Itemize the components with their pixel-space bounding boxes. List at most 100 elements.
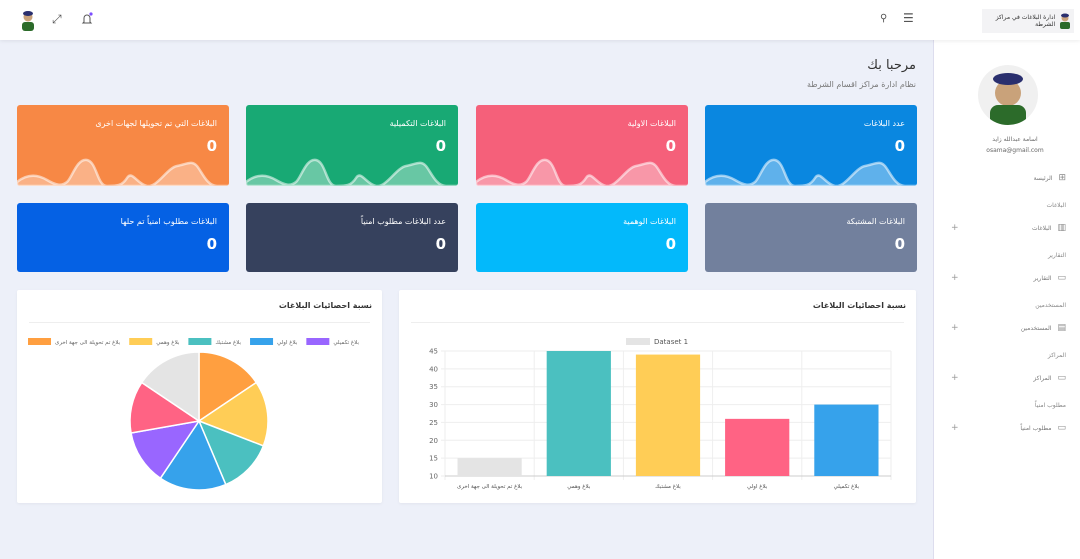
x-tick-label: بلاغ اولي	[747, 484, 768, 490]
stat-card[interactable]: البلاغات المشتبكة 0	[705, 203, 917, 272]
sidebar-item[interactable]: ▭ التقارير +	[951, 273, 1066, 283]
expand-icon[interactable]: +	[951, 223, 959, 233]
sidebar-item-label: مطلوب امنياً	[1020, 424, 1052, 432]
bell-icon[interactable]	[81, 12, 93, 29]
brand[interactable]: ادارة البلاغات في مراكز الشرطة	[982, 9, 1074, 33]
sidebar-item[interactable]: ▭ المراكز +	[951, 373, 1066, 383]
profile-avatar	[978, 65, 1038, 125]
pie-slice[interactable]	[198, 351, 258, 423]
sidebar-item-label: البلاغات	[1031, 224, 1052, 232]
x-tick-label: بلاغ تم تحويلة الى جهة اخرى	[457, 484, 523, 490]
y-tick-label: 20	[429, 437, 438, 445]
sidebar-section-label: المراكز	[1047, 352, 1066, 359]
sidebar-item[interactable]: ⊞ الرئيسة	[951, 173, 1066, 183]
expand-icon[interactable]: +	[951, 373, 959, 383]
y-tick-label: 30	[429, 401, 438, 409]
user-avatar[interactable]	[20, 10, 36, 35]
stat-card-title: البلاغات التي تم تحويلها لجهات اخرى	[95, 119, 217, 128]
fullscreen-icon[interactable]: ⤢	[52, 12, 62, 26]
stat-card-title: البلاغات الوهمية	[623, 217, 676, 226]
legend-label: بلاغ تكميلي	[333, 339, 359, 346]
x-tick-label: بلاغ مشتبك	[655, 484, 681, 490]
sparkline-wave	[705, 158, 917, 186]
bar-chart-icon: ▥	[1057, 223, 1066, 233]
bar[interactable]	[546, 351, 611, 476]
calendar-icon: ▭	[1057, 373, 1066, 383]
y-tick-label: 35	[429, 383, 438, 391]
legend-swatch	[626, 338, 650, 345]
bar-chart: Dataset 1 10 15 20 25 30 35 40 45 بلاغ تم تحويلة …	[429, 338, 892, 490]
x-tick-label: بلاغ وهمي	[567, 484, 591, 490]
welcome-heading: مرحبا بك	[867, 58, 916, 73]
pie-slice[interactable]	[197, 381, 269, 447]
id-card-icon: ▤	[1057, 323, 1066, 333]
stat-card-value: 0	[206, 235, 217, 253]
pie-slice[interactable]	[159, 419, 227, 491]
menu-icon[interactable]: ☰	[903, 11, 914, 25]
stat-card[interactable]: البلاغات مطلوب امنياً تم حلها 0	[17, 203, 229, 272]
bar-chart-title: نسبة احصائيات البلاغات	[812, 301, 906, 310]
bar[interactable]	[725, 418, 790, 476]
sidebar-item-label: المستخدمين	[1020, 324, 1052, 332]
legend-label: بلاغ وهمي	[156, 340, 180, 346]
stat-card-title: عدد البلاغات مطلوب امنياً	[360, 217, 446, 226]
y-tick-label: 45	[429, 348, 438, 356]
grid-icon: ⊞	[1058, 173, 1066, 183]
sidebar-section-label: المستخدمين	[1035, 302, 1066, 309]
pie-chart: بلاغ تكميلي بلاغ اولي بلاغ مشتبك بلاغ وهمي ب…	[28, 338, 359, 491]
legend-swatch	[28, 338, 52, 345]
stat-card[interactable]: البلاغات التكميلية 0	[246, 105, 458, 186]
divider	[29, 322, 370, 323]
legend-swatch	[188, 338, 212, 345]
legend-label: بلاغ اولي	[277, 340, 298, 346]
y-tick-label: 25	[429, 419, 438, 427]
stat-card-title: البلاغات التكميلية	[389, 119, 446, 128]
divider	[411, 322, 904, 323]
stat-card-value: 0	[435, 235, 446, 253]
search-icon[interactable]: ⚲	[880, 13, 888, 24]
sidebar-item-label: المراكز	[1033, 374, 1052, 382]
bar[interactable]	[814, 404, 879, 476]
sidebar-item-label: التقارير	[1033, 274, 1052, 282]
pie-slice[interactable]	[130, 419, 201, 480]
bar[interactable]	[635, 354, 701, 476]
y-tick-label: 40	[429, 365, 438, 373]
stat-card[interactable]: البلاغات الاولية 0	[476, 105, 688, 186]
calendar-icon: ▭	[1057, 423, 1066, 433]
pie-chart-panel: نسبة احصائيات البلاغات بلاغ تكميلي بلاغ ا…	[17, 290, 382, 503]
pie-slice[interactable]	[197, 419, 265, 486]
stat-card-value: 0	[665, 235, 676, 253]
sidebar-section-label: مطلوب امنياً	[1034, 402, 1066, 409]
expand-icon[interactable]: +	[951, 323, 959, 333]
sidebar-item[interactable]: ▤ المستخدمين +	[951, 323, 1066, 333]
legend-label: بلاغ مشتبك	[215, 340, 241, 346]
stat-card-title: عدد البلاغات	[863, 119, 905, 128]
top-bar: ادارة البلاغات في مراكز الشرطة ⤢ ⚲ ☰	[0, 0, 1080, 40]
stat-card[interactable]: البلاغات التي تم تحويلها لجهات اخرى 0	[17, 105, 229, 186]
bar[interactable]	[457, 458, 522, 476]
sidebar: اسامة عبدالله زايد osama@gmail.com ⊞ الرئ…	[933, 40, 1080, 559]
expand-icon[interactable]: +	[951, 423, 959, 433]
sparkline-wave	[476, 158, 688, 186]
stat-card-title: البلاغات الاولية	[627, 119, 676, 128]
stat-card-title: البلاغات مطلوب امنياً تم حلها	[120, 217, 217, 226]
sidebar-item-label: الرئيسة	[1033, 174, 1053, 182]
stat-card[interactable]: عدد البلاغات مطلوب امنياً 0	[246, 203, 458, 272]
brand-title: ادارة البلاغات في مراكز الشرطة	[995, 14, 1056, 28]
stat-card-value: 0	[435, 137, 446, 155]
stat-card[interactable]: عدد البلاغات 0	[705, 105, 917, 186]
stat-card-value: 0	[894, 235, 905, 253]
welcome-subtitle: نظام ادارة مراكز اقسام الشرطة	[807, 80, 916, 89]
stat-card-value: 0	[665, 137, 676, 155]
sidebar-item[interactable]: ▭ مطلوب امنياً +	[951, 423, 1066, 433]
pie-slice[interactable]	[140, 351, 200, 423]
expand-icon[interactable]: +	[951, 273, 959, 283]
bar-chart-panel: نسبة احصائيات البلاغات Dataset 1 10 15 20 25…	[399, 290, 916, 503]
pie-chart-title: نسبة احصائيات البلاغات	[278, 301, 372, 310]
stat-card[interactable]: البلاغات الوهمية 0	[476, 203, 688, 272]
sidebar-item[interactable]: ▥ البلاغات +	[951, 223, 1066, 233]
stat-card-title: البلاغات المشتبكة	[846, 217, 906, 226]
sparkline-wave	[17, 158, 229, 186]
sidebar-section-label: التقارير	[1047, 252, 1066, 259]
legend-label: Dataset 1	[654, 338, 688, 346]
